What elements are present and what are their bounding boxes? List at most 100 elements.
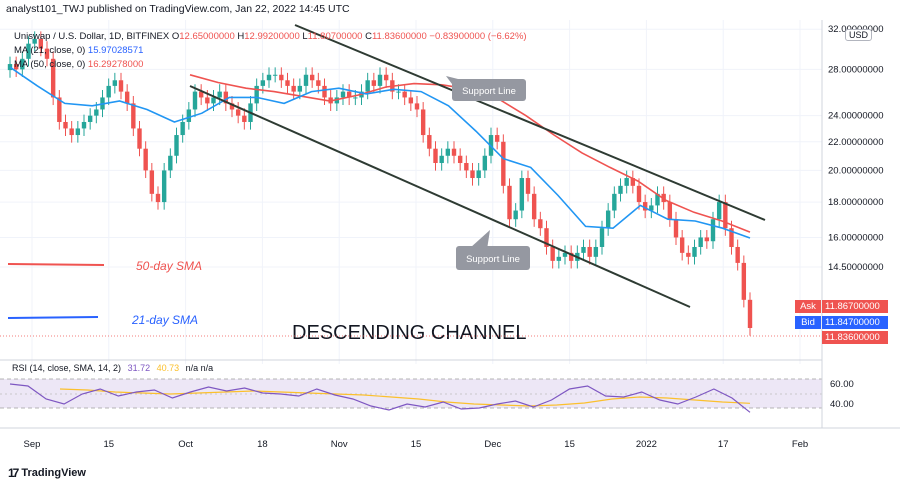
candle — [476, 163, 481, 186]
candle — [655, 186, 660, 214]
candle — [131, 95, 136, 137]
time-axis: Sep 15 Oct 18 Nov 15 Dec 15 2022 17 Feb — [24, 439, 809, 450]
candle — [272, 67, 278, 83]
channel-upper-line — [294, 24, 766, 221]
candle — [87, 108, 93, 130]
symbol-name[interactable]: Uniswap / U.S. Dollar, 1D, BITFINEX — [14, 31, 170, 42]
candle — [581, 239, 586, 261]
candle — [186, 102, 192, 130]
bid-value: 11.84700000 — [822, 316, 888, 329]
ma21-line — [9, 66, 751, 239]
ma21-label: MA (21, close, 0) — [14, 45, 86, 56]
candle — [192, 84, 198, 118]
support-label-bottom: Support Line — [466, 254, 520, 265]
ohlc-row: Uniswap / U.S. Dollar, 1D, BITFINEX O12.… — [14, 30, 527, 44]
close-value: 11.83600000 — [371, 31, 427, 42]
candle — [346, 84, 352, 106]
publish-info: analyst101_TWJ published on TradingView.… — [6, 3, 350, 15]
candle — [427, 127, 432, 157]
symbol-legend: Uniswap / U.S. Dollar, 1D, BITFINEX O12.… — [14, 30, 527, 72]
candle — [161, 163, 167, 210]
price-tick-label: 16.00000000 — [828, 232, 883, 243]
candle — [686, 245, 691, 265]
tradingview-logo[interactable]: 17 TradingView — [8, 466, 86, 480]
candle — [587, 239, 592, 265]
candle — [396, 84, 401, 100]
support-label-top: Support Line — [462, 86, 516, 97]
tradingview-brand: TradingView — [21, 467, 86, 479]
rsi-legend-sma: 40.73 — [157, 363, 180, 373]
candle — [544, 220, 549, 255]
candle — [445, 141, 451, 164]
candle — [599, 220, 605, 255]
candle — [334, 90, 340, 111]
rsi-sma-line — [59, 388, 751, 407]
candle — [155, 186, 161, 210]
candle — [531, 186, 537, 227]
time-tick-label: Nov — [331, 439, 348, 450]
candle — [414, 95, 420, 118]
candle — [642, 194, 648, 219]
candles — [7, 31, 753, 336]
time-tick-label: Oct — [178, 439, 193, 450]
change-value: −0.83900000 (−6.62%) — [429, 31, 527, 42]
high-label: H — [237, 31, 245, 42]
last-price-value: 11.83600000 — [822, 331, 888, 344]
close-label: C — [365, 31, 372, 42]
candle — [63, 114, 68, 137]
candle — [217, 84, 222, 106]
ma21-value: 15.97028571 — [87, 45, 144, 56]
candle — [451, 141, 457, 164]
candle — [624, 170, 629, 194]
candle — [291, 78, 296, 100]
currency-badge[interactable]: USD — [845, 29, 873, 41]
ma50-label: MA (50, close, 0) — [14, 59, 86, 70]
candle — [519, 170, 525, 219]
candle — [279, 67, 284, 88]
candle — [673, 211, 679, 246]
low-value: 11.80700000 — [307, 31, 363, 42]
candle — [513, 203, 518, 227]
candle — [525, 170, 531, 202]
candle — [112, 72, 118, 94]
candle — [636, 178, 642, 210]
candle — [741, 255, 747, 308]
ma21-row[interactable]: MA (21, close, 0) 15.97028571 — [14, 44, 527, 58]
candle — [174, 127, 179, 164]
candle — [143, 141, 148, 179]
candle — [229, 95, 235, 118]
candle — [612, 186, 617, 219]
time-tick-label: 18 — [257, 439, 268, 450]
tradingview-logo-icon: 17 — [8, 466, 19, 480]
ask-value: 11.86700000 — [822, 300, 888, 313]
candle — [168, 148, 173, 179]
channel-lower-line — [189, 85, 691, 308]
candle — [340, 84, 346, 106]
candle — [408, 90, 414, 111]
ma50-row[interactable]: MA (50, close, 0) 16.29278000 — [14, 58, 527, 72]
candle — [593, 239, 599, 265]
candle — [38, 31, 44, 57]
candle — [494, 127, 500, 150]
candle — [439, 148, 444, 171]
candle — [266, 67, 272, 88]
candle — [365, 72, 370, 100]
candle — [464, 155, 469, 179]
support-callout-top: Support Line — [446, 76, 526, 101]
time-tick-label: 15 — [564, 439, 575, 450]
candle — [7, 56, 13, 78]
price-grid — [0, 20, 822, 424]
candle — [433, 141, 438, 171]
candle — [630, 170, 636, 194]
bid-label: Bid — [795, 316, 821, 329]
candle — [81, 114, 87, 137]
candle — [556, 249, 562, 269]
rsi-band — [0, 379, 822, 408]
candle — [649, 198, 654, 219]
candle — [106, 78, 111, 106]
rsi-tick-label: 40.00 — [830, 399, 854, 410]
candle — [353, 90, 358, 106]
time-tick-label: 17 — [718, 439, 729, 450]
rsi-legend-value: 31.72 — [128, 363, 151, 373]
